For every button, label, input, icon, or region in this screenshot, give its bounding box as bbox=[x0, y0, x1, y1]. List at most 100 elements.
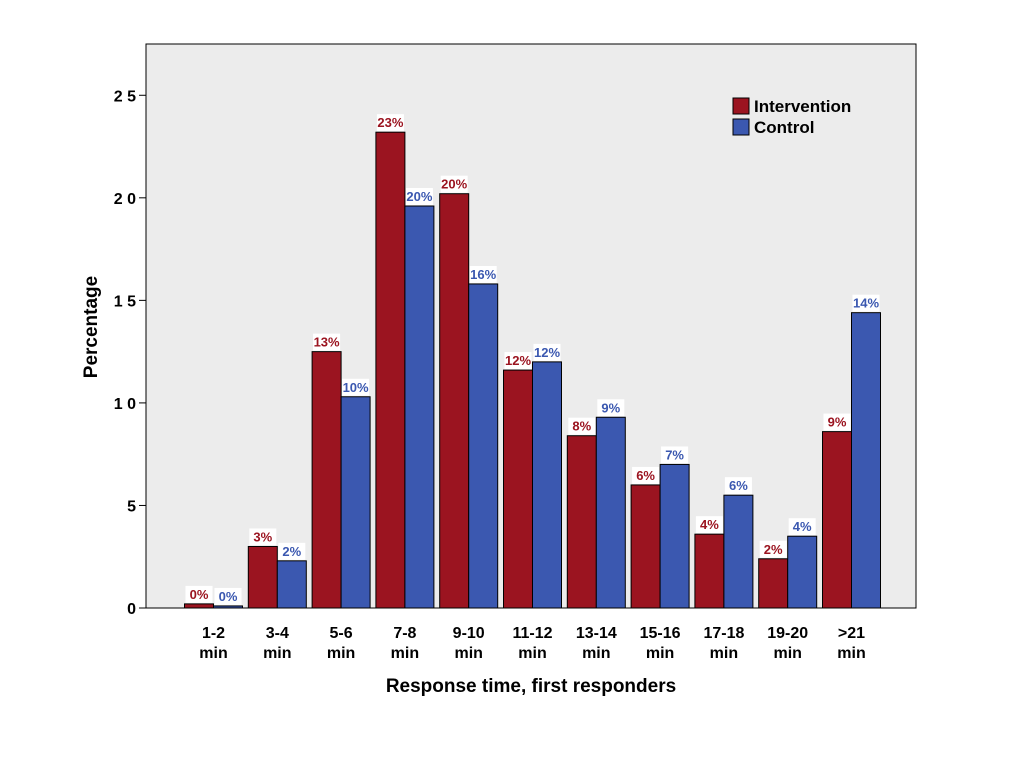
bar-intervention bbox=[694, 533, 725, 609]
x-tick-label: 7-8 bbox=[393, 625, 416, 642]
x-tick-label-unit: min bbox=[263, 645, 291, 662]
data-label-box bbox=[342, 378, 370, 396]
data-label-box bbox=[533, 343, 561, 361]
data-label-intervention: 20% bbox=[441, 177, 467, 192]
x-tick-label-unit: min bbox=[582, 645, 610, 662]
data-label-box bbox=[376, 114, 404, 132]
y-tick-label: 2 0 bbox=[114, 191, 136, 208]
data-label-box bbox=[278, 542, 306, 560]
data-label-intervention: 2% bbox=[764, 542, 783, 557]
data-label-control: 2% bbox=[282, 544, 301, 559]
bar-intervention bbox=[566, 435, 597, 609]
data-label-intervention: 13% bbox=[314, 335, 340, 350]
data-label-box bbox=[568, 417, 596, 435]
data-label-intervention: 3% bbox=[253, 529, 272, 544]
bar-control bbox=[468, 283, 499, 609]
x-tick-label-unit: min bbox=[646, 645, 674, 662]
y-axis: 0 5 1 0 1 5 2 0 2 5 bbox=[114, 88, 146, 618]
data-label-intervention: 0% bbox=[190, 587, 209, 602]
data-label-box bbox=[440, 175, 468, 193]
data-label-box bbox=[405, 188, 433, 206]
bar-intervention bbox=[758, 558, 789, 609]
legend: Intervention Control bbox=[732, 97, 851, 137]
data-label-box bbox=[823, 413, 851, 431]
bar-intervention bbox=[503, 369, 533, 609]
x-tick-label: 1-2 bbox=[202, 625, 225, 642]
bar-intervention bbox=[184, 603, 214, 609]
bar-control bbox=[723, 494, 754, 609]
bar-intervention bbox=[247, 545, 278, 609]
x-tick-label: 19-20 bbox=[767, 625, 808, 642]
data-label-box bbox=[695, 516, 723, 534]
data-label-control: 12% bbox=[534, 345, 560, 360]
x-tick-label: 3-4 bbox=[266, 625, 289, 642]
x-tick-label-unit: min bbox=[710, 645, 738, 662]
x-tick-label-unit: min bbox=[837, 645, 865, 662]
y-tick-label: 0 bbox=[127, 601, 136, 618]
data-label-control: 0% bbox=[219, 589, 238, 604]
bar-control bbox=[851, 312, 881, 609]
data-label-box bbox=[852, 294, 880, 312]
bar-intervention bbox=[630, 484, 661, 609]
data-label-intervention: 12% bbox=[505, 353, 531, 368]
data-label-control: 9% bbox=[601, 400, 620, 415]
x-tick-label: 5-6 bbox=[330, 625, 353, 642]
data-label-box bbox=[597, 399, 625, 417]
data-label-intervention: 6% bbox=[636, 468, 655, 483]
legend-swatch-control bbox=[732, 118, 750, 136]
legend-label-intervention: Intervention bbox=[754, 97, 851, 116]
data-label-box bbox=[214, 587, 242, 605]
bar-control bbox=[340, 396, 371, 609]
x-tick-label-unit: min bbox=[773, 645, 801, 662]
data-label-box bbox=[185, 585, 213, 603]
data-label-control: 14% bbox=[853, 296, 879, 311]
x-axis-title: Response time, first responders bbox=[386, 676, 676, 697]
data-label-box bbox=[661, 446, 689, 464]
y-tick-label: 1 0 bbox=[114, 396, 136, 413]
x-tick-label: 17-18 bbox=[703, 625, 744, 642]
bar-intervention bbox=[822, 431, 852, 609]
x-tick-label-unit: min bbox=[518, 645, 546, 662]
y-tick-label: 5 bbox=[127, 498, 136, 515]
bar-control bbox=[595, 416, 626, 609]
data-label-box bbox=[632, 466, 660, 484]
bar-control bbox=[276, 560, 307, 609]
y-tick-label: 2 5 bbox=[114, 88, 136, 105]
data-label-box bbox=[249, 528, 277, 546]
data-label-control: 10% bbox=[343, 380, 369, 395]
data-label-box bbox=[313, 333, 341, 351]
data-label-box bbox=[504, 352, 532, 370]
data-label-intervention: 9% bbox=[828, 415, 847, 430]
data-label-control: 4% bbox=[793, 519, 812, 534]
x-axis: 1-2 min 3-4 min 5-6 min 7-8 min 9-10 min 11-12 min 1… bbox=[199, 625, 865, 662]
data-label-control: 16% bbox=[470, 267, 496, 282]
x-tick-label: 11-12 bbox=[512, 625, 552, 642]
bar-control bbox=[532, 361, 562, 609]
x-tick-label: 15-16 bbox=[640, 625, 681, 642]
legend-swatch-intervention bbox=[732, 97, 750, 115]
x-tick-label: 13-14 bbox=[576, 625, 617, 642]
x-tick-label: 9-10 bbox=[453, 625, 485, 642]
data-label-control: 7% bbox=[665, 447, 684, 462]
bar-control bbox=[787, 535, 818, 609]
legend-label-control: Control bbox=[754, 118, 814, 137]
data-label-intervention: 4% bbox=[700, 517, 719, 532]
x-tick-label-unit: min bbox=[199, 645, 227, 662]
data-label-box bbox=[759, 540, 787, 558]
data-label-box bbox=[724, 477, 752, 495]
bar-intervention bbox=[311, 351, 342, 609]
data-label-intervention: 8% bbox=[572, 419, 591, 434]
x-tick-label-unit: min bbox=[327, 645, 355, 662]
y-axis-title: Percentage bbox=[81, 276, 102, 378]
bars-group: 0% 0% 3% 2% 13% 10% 23% 20% 20% 16% 12%12% 8% 9% 6% 7%… bbox=[184, 114, 881, 609]
data-label-intervention: 23% bbox=[377, 115, 403, 130]
x-tick-label-unit: min bbox=[391, 645, 419, 662]
data-label-box bbox=[788, 518, 816, 536]
bar-control bbox=[213, 605, 243, 609]
bar-intervention bbox=[439, 193, 470, 609]
data-label-box bbox=[469, 265, 497, 283]
x-tick-label-unit: min bbox=[454, 645, 482, 662]
x-tick-label: >21 bbox=[838, 625, 865, 642]
bar-control bbox=[659, 463, 690, 609]
